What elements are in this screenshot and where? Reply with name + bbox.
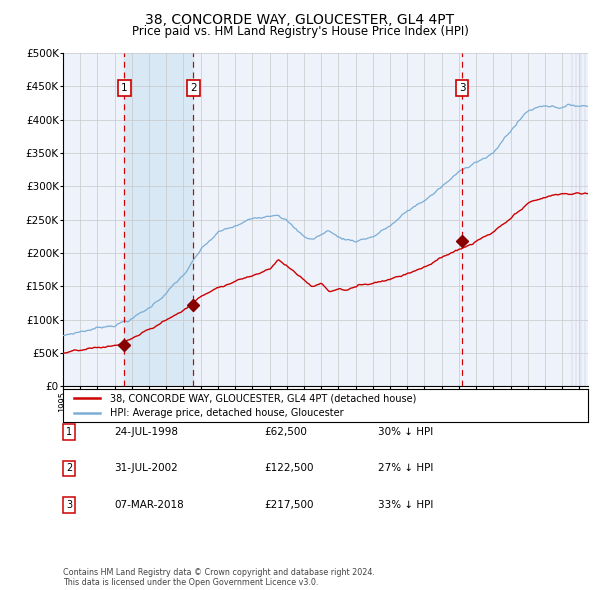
Text: 24-JUL-1998: 24-JUL-1998 bbox=[114, 427, 178, 437]
Text: HPI: Average price, detached house, Gloucester: HPI: Average price, detached house, Glou… bbox=[110, 408, 344, 418]
Bar bbox=[571, 53, 573, 386]
Text: 31-JUL-2002: 31-JUL-2002 bbox=[114, 464, 178, 473]
Bar bbox=[592, 53, 595, 386]
Text: 07-MAR-2018: 07-MAR-2018 bbox=[114, 500, 184, 510]
Text: 3: 3 bbox=[66, 500, 72, 510]
Text: £217,500: £217,500 bbox=[264, 500, 314, 510]
Text: 3: 3 bbox=[458, 83, 466, 93]
Text: 38, CONCORDE WAY, GLOUCESTER, GL4 4PT: 38, CONCORDE WAY, GLOUCESTER, GL4 4PT bbox=[145, 13, 455, 27]
Bar bbox=[588, 53, 590, 386]
Text: Contains HM Land Registry data © Crown copyright and database right 2024.
This d: Contains HM Land Registry data © Crown c… bbox=[63, 568, 375, 587]
Text: 27% ↓ HPI: 27% ↓ HPI bbox=[378, 464, 433, 473]
Text: 2: 2 bbox=[66, 464, 72, 473]
Text: £122,500: £122,500 bbox=[264, 464, 314, 473]
Bar bbox=[580, 53, 581, 386]
Text: 33% ↓ HPI: 33% ↓ HPI bbox=[378, 500, 433, 510]
Bar bbox=[124, 53, 193, 386]
Bar bbox=[584, 53, 586, 386]
Text: 1: 1 bbox=[121, 83, 128, 93]
Text: 30% ↓ HPI: 30% ↓ HPI bbox=[378, 427, 433, 437]
Text: 2: 2 bbox=[190, 83, 197, 93]
Bar bbox=[575, 53, 577, 386]
Text: £62,500: £62,500 bbox=[264, 427, 307, 437]
Text: 1: 1 bbox=[66, 427, 72, 437]
Text: Price paid vs. HM Land Registry's House Price Index (HPI): Price paid vs. HM Land Registry's House … bbox=[131, 25, 469, 38]
Text: 38, CONCORDE WAY, GLOUCESTER, GL4 4PT (detached house): 38, CONCORDE WAY, GLOUCESTER, GL4 4PT (d… bbox=[110, 394, 416, 404]
